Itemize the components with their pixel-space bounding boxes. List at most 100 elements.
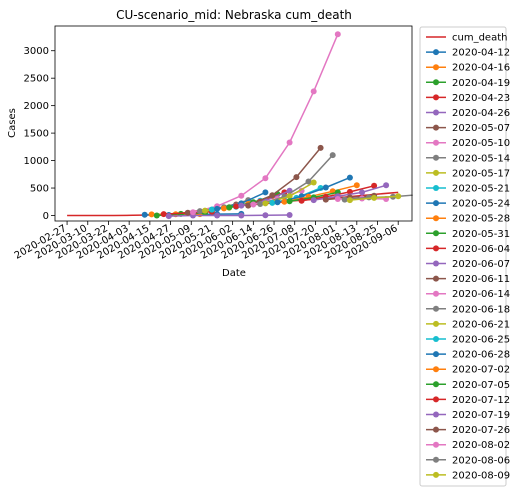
data-point [250,201,257,208]
legend-marker [433,154,439,161]
data-point [221,205,227,212]
legend-label: cum_death [452,33,507,44]
legend-entry: 2020-05-21 [426,184,510,195]
data-point [371,194,378,201]
data-point [262,189,269,196]
legend-marker [433,64,439,71]
data-point [310,197,317,204]
legend-entry: 2020-07-12 [426,395,510,406]
legend-marker [433,336,439,342]
legend-marker [433,426,439,433]
data-point [359,189,365,196]
legend-entry: 2020-06-21 [426,319,510,330]
data-point [262,212,269,219]
legend-label: 2020-04-19 [452,78,510,89]
legend-entry: 2020-06-04 [426,244,510,255]
legend-label: 2020-06-04 [452,244,510,255]
legend-label: 2020-08-09 [452,470,510,481]
data-point [262,200,269,207]
legend-entry: 2020-04-19 [426,78,510,89]
data-point [269,199,276,206]
data-point [334,196,341,202]
legend-marker [433,169,439,176]
data-point [274,199,281,206]
legend-label: 2020-06-14 [452,289,510,300]
legend-marker [433,109,439,116]
legend-marker [433,471,439,478]
data-point [269,192,276,199]
data-point [196,208,203,215]
series-2020-08-09 [346,193,402,204]
legend-entry: cum_death [426,33,507,44]
legend-entry: 2020-05-24 [426,199,510,210]
legend-marker [433,456,439,463]
legend-entry: 2020-08-06 [426,455,510,466]
legend-marker [433,411,439,418]
series-line [192,33,339,213]
y-tick-label: 3000 [24,46,49,57]
legend-marker [433,305,439,312]
data-point [371,182,378,189]
y-tick-label: 0 [43,211,49,222]
data-point [245,202,252,209]
legend-marker [433,320,439,327]
legend-label: 2020-05-10 [452,138,510,149]
data-point [148,211,155,218]
data-point [238,202,245,209]
data-point [322,196,329,203]
data-point [334,31,341,38]
legend-entry: 2020-05-17 [426,168,510,179]
legend-marker [433,215,439,222]
legend-marker [433,245,439,252]
legend-marker [433,49,439,56]
legend-entry: 2020-06-25 [426,335,510,346]
legend-marker [433,290,439,297]
legend-marker [433,79,439,86]
legend-label: 2020-04-12 [452,48,510,59]
legend-marker [433,139,439,146]
legend-label: 2020-06-28 [452,350,510,361]
legend-marker [433,124,439,131]
legend-entry: 2020-08-09 [426,470,510,481]
legend-label: 2020-05-31 [452,229,510,240]
data-point [262,175,269,182]
legend-box [419,26,507,487]
legend-entry: 2020-06-07 [426,259,510,270]
legend-entry: 2020-04-12 [426,48,510,59]
data-point [286,198,293,205]
data-point [286,212,293,218]
data-point [238,192,245,199]
legend-marker [433,275,439,282]
legend-label: 2020-04-26 [452,108,510,119]
plot-series [67,31,413,220]
legend-label: 2020-06-21 [452,319,510,330]
data-point [353,182,360,189]
legend-entry: 2020-04-23 [426,93,510,104]
legend-entry: 2020-06-18 [426,304,510,315]
y-tick-label: 2000 [24,101,49,112]
legend-label: 2020-04-16 [452,63,510,74]
data-point [310,179,317,186]
legend-entry: 2020-06-14 [426,289,510,300]
legend-marker [433,381,439,388]
data-point [238,212,245,219]
legend-label: 2020-07-26 [452,425,510,436]
data-point [165,213,172,220]
legend-marker [433,366,439,373]
legend-marker [433,441,439,448]
legend-label: 2020-05-17 [452,168,510,179]
y-tick-label: 2500 [24,74,49,85]
data-point [281,198,288,205]
y-tick-label: 1000 [24,156,49,167]
data-point [346,174,353,181]
legend-label: 2020-05-24 [452,199,510,210]
data-point [233,203,240,210]
legend: cum_death 2020-04-12 2020-04-16 2020-04-19 2… [419,26,510,487]
legend-label: 2020-07-05 [452,380,510,391]
legend-entry: 2020-05-10 [426,138,510,149]
data-point [286,139,293,146]
legend-entry: 2020-08-02 [426,440,510,451]
legend-label: 2020-07-02 [452,365,510,376]
series-line [247,147,322,207]
